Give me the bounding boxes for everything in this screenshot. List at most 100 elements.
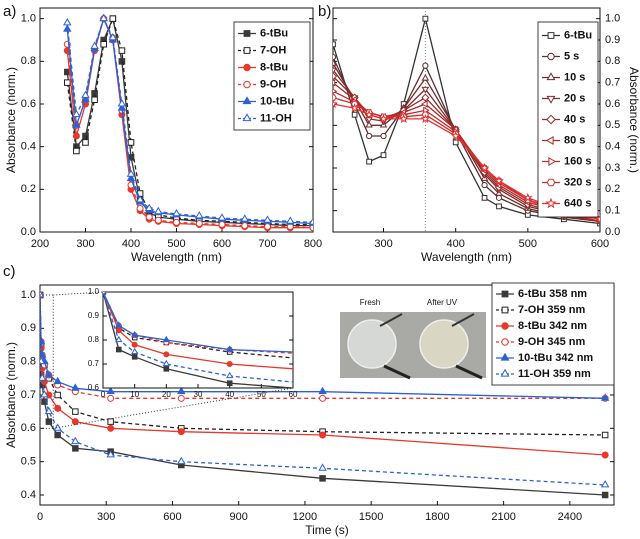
y-tick-label: 0.0 bbox=[21, 226, 36, 238]
marker bbox=[106, 450, 115, 458]
marker bbox=[523, 192, 533, 202]
y-axis-title: Absorbance (norm.) bbox=[627, 67, 640, 173]
legend-label: 320 s bbox=[564, 176, 592, 188]
marker bbox=[333, 67, 337, 75]
marker bbox=[71, 383, 80, 391]
x-tick-label: 500 bbox=[519, 238, 537, 250]
photo-label: After UV bbox=[427, 298, 458, 307]
legend-label: 40 s bbox=[564, 113, 585, 125]
marker bbox=[162, 335, 170, 343]
marker bbox=[40, 390, 49, 398]
marker bbox=[103, 292, 107, 295]
tweezer bbox=[379, 313, 403, 327]
x-tick-label: 600 bbox=[163, 511, 181, 523]
x-tick-label: 1200 bbox=[293, 511, 317, 523]
marker bbox=[195, 219, 203, 227]
y-tick-label: 0.8 bbox=[88, 335, 100, 344]
marker bbox=[226, 345, 234, 352]
series-line bbox=[66, 16, 313, 225]
legend-marker bbox=[243, 47, 251, 54]
legend-marker bbox=[545, 197, 557, 209]
marker bbox=[162, 359, 170, 367]
marker bbox=[496, 203, 502, 210]
series-line bbox=[333, 63, 600, 222]
x-tick-label: 30 bbox=[194, 390, 203, 399]
series-line bbox=[333, 56, 600, 222]
marker bbox=[131, 354, 138, 360]
marker bbox=[117, 99, 127, 107]
legend-label: 9-OH bbox=[260, 78, 286, 90]
y-tick-label: 0.4 bbox=[21, 489, 36, 501]
marker bbox=[452, 139, 459, 146]
legend-marker bbox=[243, 63, 251, 72]
marker bbox=[90, 41, 99, 49]
marker bbox=[364, 109, 374, 119]
marker bbox=[54, 404, 62, 412]
legend-frame bbox=[233, 21, 311, 131]
x-tick-label: 1500 bbox=[359, 511, 383, 523]
marker bbox=[495, 194, 503, 201]
marker bbox=[71, 418, 79, 426]
series-line bbox=[103, 292, 293, 388]
legend-label: 11-OH 359 nm bbox=[518, 368, 591, 380]
legend-label: 8-tBu 342 nm bbox=[518, 320, 587, 332]
legend-marker bbox=[548, 157, 557, 166]
y-tick-label: 0.3 bbox=[605, 162, 620, 174]
marker bbox=[241, 222, 249, 230]
y-axis-title: Absorbance (norm.) bbox=[4, 342, 18, 448]
legend-marker bbox=[546, 95, 556, 104]
marker bbox=[107, 424, 115, 432]
legend-marker bbox=[501, 306, 509, 314]
x-tick-label: 400 bbox=[446, 238, 464, 250]
x-axis-title: Time (s) bbox=[305, 523, 349, 537]
marker bbox=[71, 436, 80, 445]
marker bbox=[481, 181, 488, 189]
legend-marker bbox=[547, 32, 555, 39]
marker bbox=[91, 90, 98, 97]
legend-marker bbox=[546, 178, 556, 187]
y-axis-title: Absorbance (norm.) bbox=[4, 67, 18, 173]
x-tick-label: 300 bbox=[97, 511, 115, 523]
y-tick-label: 0.6 bbox=[21, 422, 36, 434]
series-group bbox=[40, 290, 610, 499]
marker bbox=[177, 394, 185, 402]
x-tick-label: 600 bbox=[591, 238, 609, 250]
marker bbox=[263, 215, 272, 223]
y-tick-label: 0.9 bbox=[88, 311, 100, 320]
marker bbox=[422, 15, 429, 22]
x-axis-title: Wavelength (nm) bbox=[421, 250, 512, 264]
marker bbox=[163, 366, 170, 372]
legend-marker bbox=[546, 114, 556, 125]
marker bbox=[354, 385, 360, 390]
marker bbox=[131, 341, 138, 348]
series-line bbox=[103, 292, 293, 383]
legend-marker bbox=[546, 72, 556, 81]
legend-label: 9-OH 345 nm bbox=[518, 336, 585, 348]
marker bbox=[131, 330, 139, 338]
y-tick-label: 0.8 bbox=[605, 55, 620, 67]
y-tick-label: 0.6 bbox=[605, 98, 620, 110]
marker bbox=[115, 335, 123, 343]
marker bbox=[308, 217, 313, 225]
marker bbox=[226, 361, 233, 367]
tweezer bbox=[455, 364, 483, 380]
legend-marker bbox=[500, 352, 510, 361]
series-line bbox=[103, 292, 293, 353]
marker bbox=[54, 391, 61, 399]
marker bbox=[595, 214, 600, 224]
sample-disc bbox=[419, 319, 469, 369]
marker bbox=[333, 72, 338, 81]
marker bbox=[333, 88, 338, 94]
x-tick-label: 600 bbox=[213, 238, 231, 250]
legend-marker bbox=[501, 338, 509, 346]
marker bbox=[450, 131, 461, 140]
marker bbox=[218, 221, 226, 229]
marker bbox=[319, 431, 327, 439]
marker bbox=[72, 120, 81, 128]
y-tick-label: 0.9 bbox=[21, 322, 36, 334]
y-tick-label: 0.7 bbox=[88, 359, 100, 368]
marker bbox=[380, 152, 387, 159]
marker bbox=[115, 327, 122, 334]
y-tick-label: 0.0 bbox=[605, 226, 620, 238]
